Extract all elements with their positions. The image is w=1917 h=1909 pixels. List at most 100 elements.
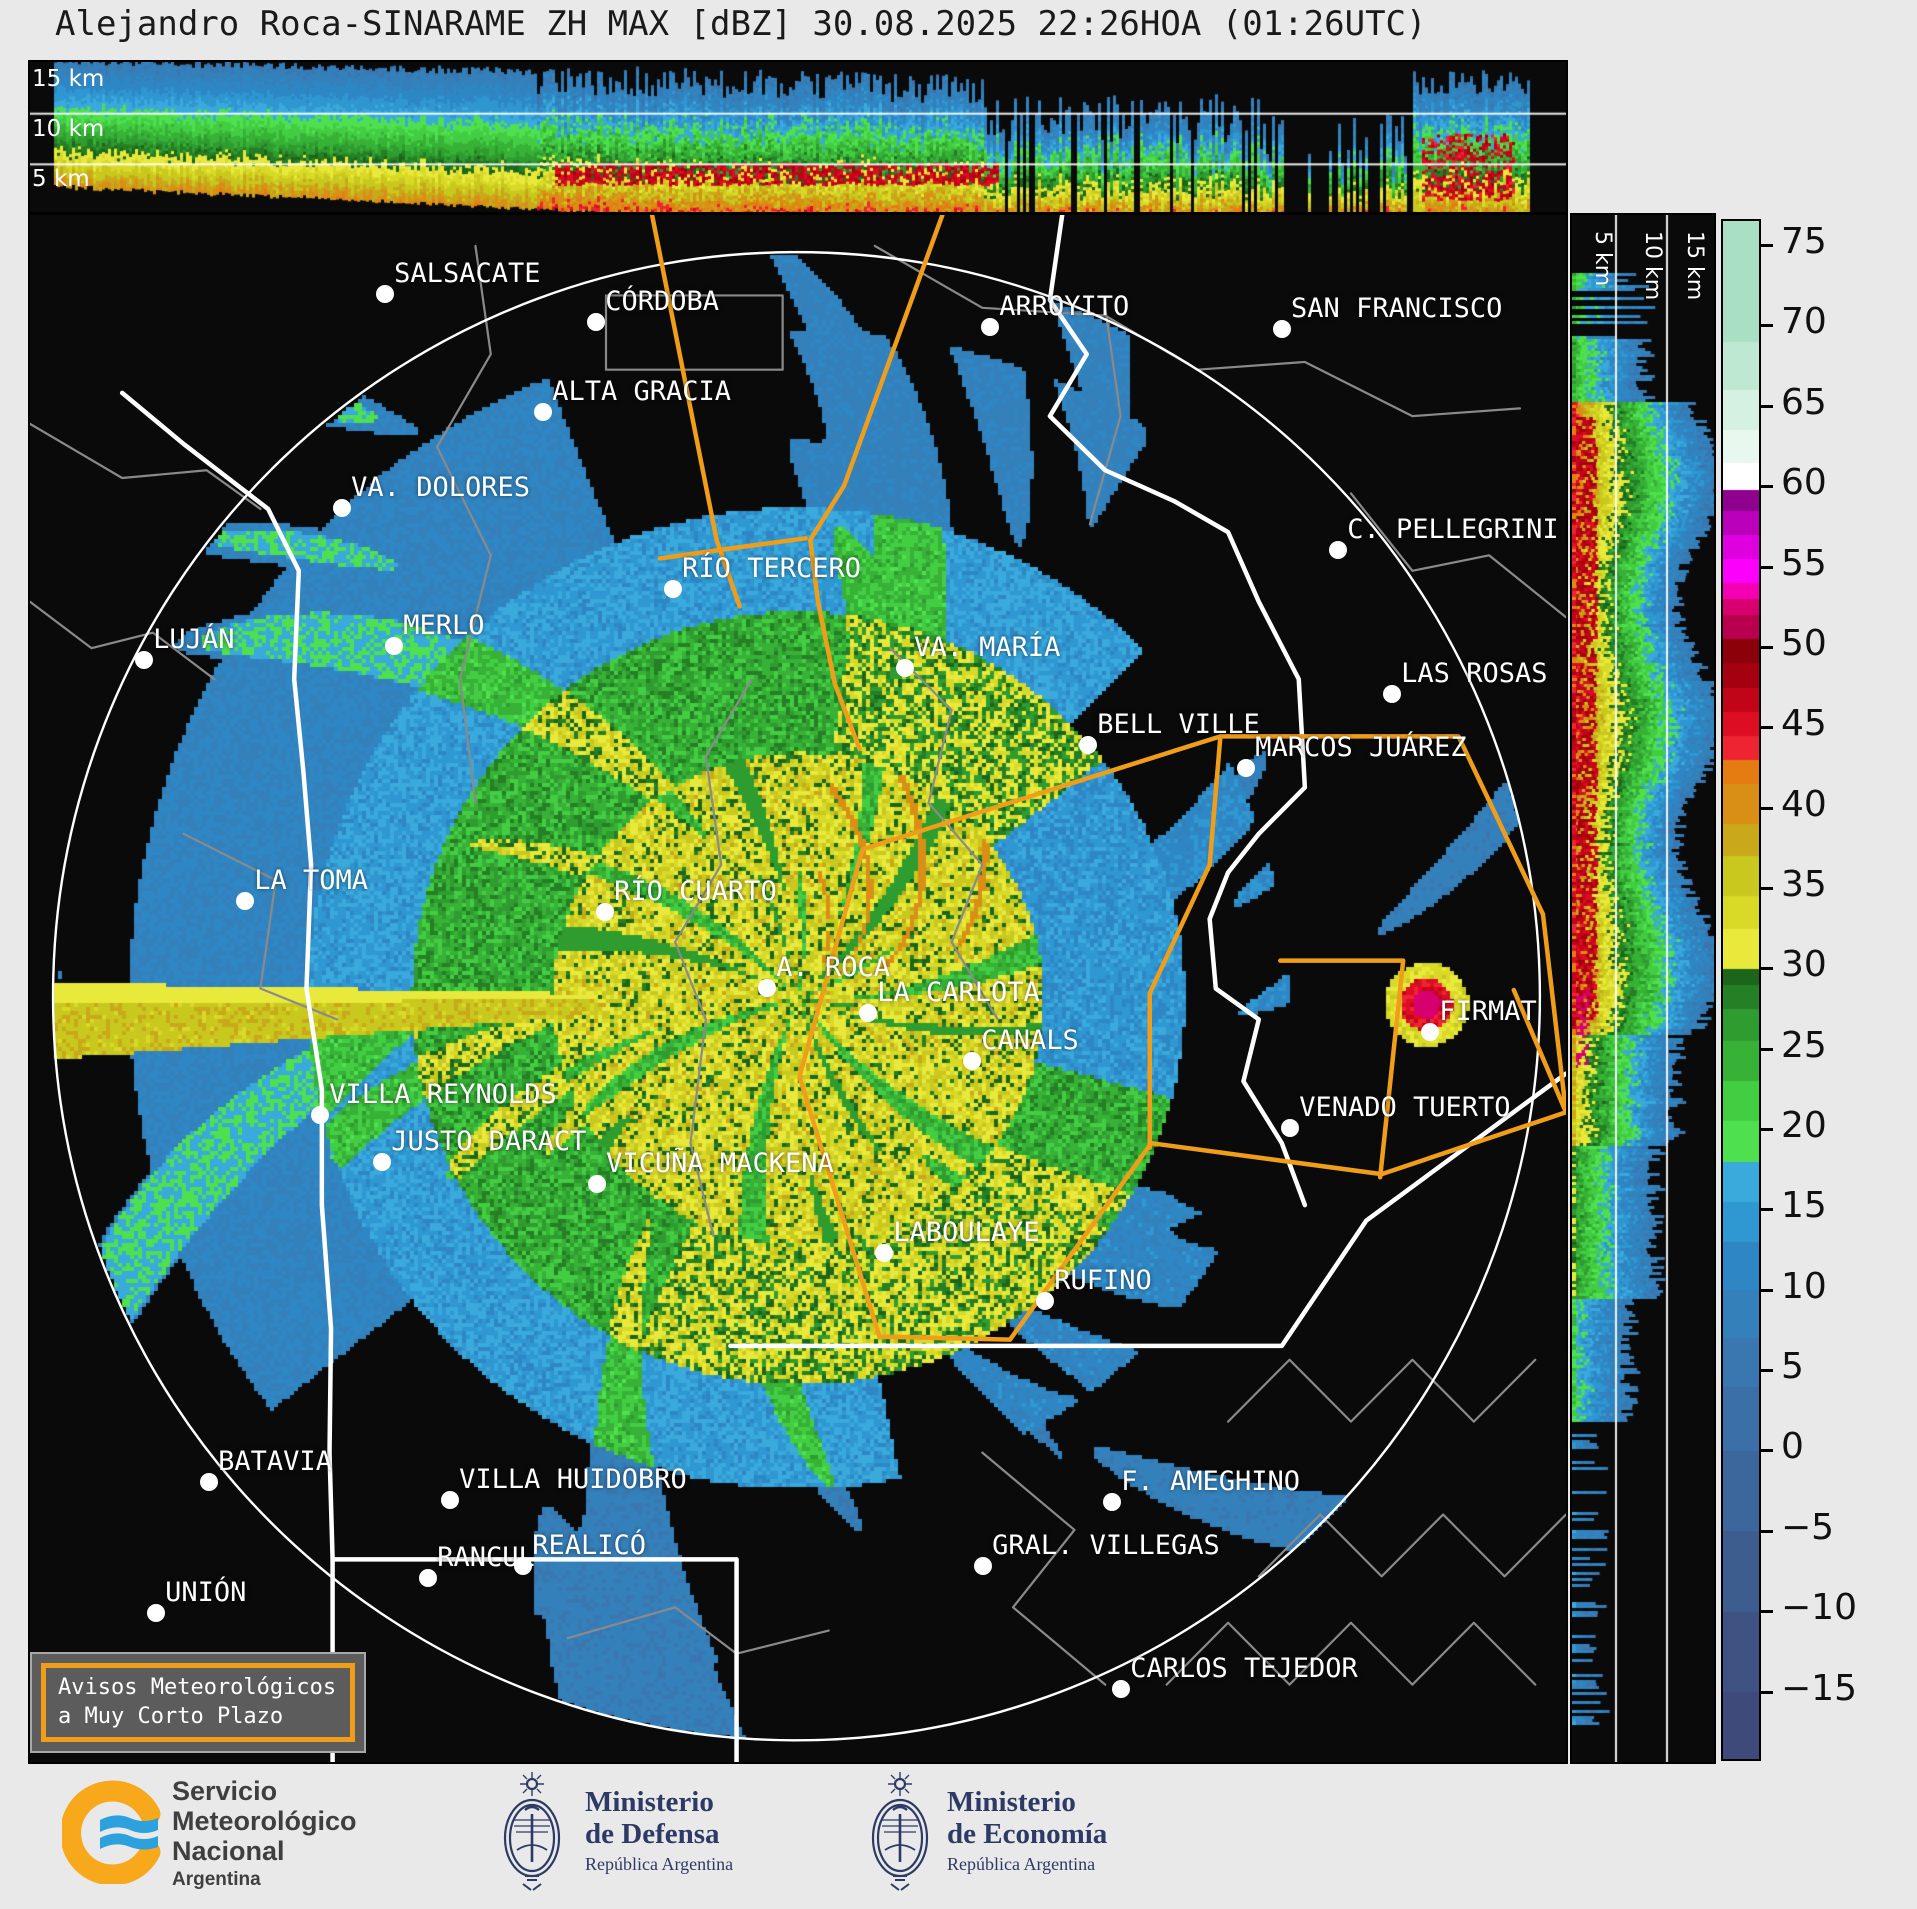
county-boundary-line — [30, 602, 214, 679]
city-dot — [310, 1106, 329, 1125]
city-label: JUSTO DARACT — [391, 1125, 587, 1157]
city-label: MARCOS JUÁREZ — [1255, 731, 1467, 763]
defensa-emblem — [497, 1770, 567, 1902]
colorbar-tick-mark — [1761, 244, 1773, 248]
city-label: UNIÓN — [165, 1576, 247, 1608]
height-label-5km: 5 km — [32, 166, 90, 192]
county-boundary-line — [1167, 1623, 1536, 1685]
city-dot — [1237, 759, 1256, 778]
city-label: RUFINO — [1054, 1264, 1152, 1296]
county-boundary-line — [1228, 1360, 1535, 1422]
warning-polygon-line — [810, 215, 942, 749]
city-dot — [875, 1244, 894, 1263]
economia-emblem — [865, 1770, 935, 1902]
colorbar-tick-label: 0 — [1781, 1426, 1804, 1468]
city-label: LABOULAYE — [893, 1216, 1040, 1248]
city-label: SALSACATE — [394, 257, 541, 289]
city-label: SAN FRANCISCO — [1291, 292, 1503, 324]
colorbar-tick-mark — [1761, 324, 1773, 328]
county-boundary-line — [982, 1453, 1105, 1685]
warning-polygon-line — [652, 215, 740, 606]
county-boundary-line — [875, 246, 1520, 416]
city-dot — [587, 1175, 606, 1194]
city-dot — [1421, 1022, 1440, 1041]
city-dot — [1329, 541, 1348, 560]
colorbar-tick-mark — [1761, 1690, 1773, 1694]
colorbar-tick-mark — [1761, 1369, 1773, 1373]
city-label: LA CARLOTA — [877, 976, 1040, 1008]
city-label: CÓRDOBA — [605, 285, 720, 317]
cross-section-top-canvas — [30, 62, 1566, 212]
colorbar-tick-mark — [1761, 404, 1773, 408]
city-dot — [1112, 1679, 1131, 1698]
province-boundary-line — [1050, 215, 1305, 1205]
economia-title-1: Ministerio — [947, 1786, 1076, 1818]
city-label: VA. MARÍA — [914, 631, 1061, 663]
city-dot — [595, 902, 614, 921]
colorbar-tick-label: 70 — [1781, 301, 1827, 343]
city-dot — [332, 499, 351, 517]
city-dot — [981, 318, 999, 336]
warning-polygon-line — [1514, 990, 1566, 1112]
range-circle — [53, 252, 1540, 1740]
colorbar-tick-label: 35 — [1781, 863, 1827, 905]
smn-logo-icon — [60, 1780, 161, 1886]
city-label: GRAL. VILLEGAS — [992, 1529, 1220, 1561]
city-dot — [1035, 1291, 1054, 1310]
city-dot — [236, 891, 255, 910]
height-label-15km: 15 km — [32, 66, 105, 92]
city-label: A. ROCA — [776, 951, 890, 983]
city-label: C. PELLEGRINI — [1347, 513, 1559, 545]
city-dot — [1272, 320, 1291, 338]
city-label: LUJÁN — [153, 623, 235, 655]
coat-of-arms-icon — [871, 1772, 929, 1891]
colorbar-tick-mark — [1761, 565, 1773, 569]
defensa-subtitle: República Argentina — [585, 1853, 734, 1874]
county-boundary-line — [568, 1607, 829, 1653]
warning-box: Avisos Meteorológicos a Muy Corto Plazo — [30, 1652, 366, 1754]
province-boundary-line — [122, 393, 332, 1762]
city-dot — [199, 1472, 218, 1491]
city-label: BATAVIA — [218, 1445, 332, 1477]
city-dot — [146, 1604, 165, 1623]
county-boundary-line — [437, 246, 491, 803]
city-label: F. AMEGHINO — [1121, 1465, 1300, 1497]
economia-subtitle: República Argentina — [947, 1853, 1096, 1874]
city-label: VA. DOLORES — [351, 471, 530, 503]
city-dot — [514, 1556, 533, 1575]
footer: Servicio Meteorológico Nacional Argentin… — [0, 1762, 1917, 1909]
city-label: ARROYITO — [999, 290, 1130, 322]
colorbar-tick-mark — [1761, 1047, 1773, 1051]
city-dot — [534, 402, 553, 421]
city-dot — [1078, 736, 1097, 754]
economia-wordmark: Ministerio de Economía República Argenti… — [947, 1786, 1107, 1874]
colorbar-tick-label: 15 — [1781, 1185, 1827, 1227]
city-dot — [134, 651, 153, 670]
county-boundary-line — [890, 648, 998, 1019]
city-label: REALICÓ — [532, 1529, 647, 1561]
county-boundary-line — [1259, 1514, 1566, 1576]
cross-section-top-panel: 15 km 10 km 5 km — [28, 60, 1568, 214]
economia-title-2: de Economía — [947, 1818, 1108, 1851]
colorbar-tick-mark — [1761, 1610, 1773, 1614]
colorbar-canvas — [1721, 219, 1761, 1761]
county-boundary-line — [606, 295, 783, 369]
smn-wordmark: Servicio Meteorológico Nacional Argentin… — [172, 1776, 357, 1890]
warning-polygon-line — [1150, 736, 1221, 1148]
county-boundary-line — [675, 679, 752, 1236]
colorbar-tick-mark — [1761, 1529, 1773, 1533]
colorbar-tick-mark — [1761, 967, 1773, 971]
city-dot — [757, 979, 776, 998]
warning-line-1: Avisos Meteorológicos — [58, 1675, 337, 1700]
city-dot — [587, 313, 606, 332]
city-label: LAS ROSAS — [1401, 657, 1548, 689]
colorbar-tick-mark — [1761, 886, 1773, 890]
colorbar-tick-label: 50 — [1781, 622, 1827, 664]
cross-section-right-panel: 5 km 10 km 15 km — [1570, 213, 1716, 1764]
city-dot — [1102, 1493, 1121, 1512]
radar-field-canvas — [30, 215, 1566, 1762]
city-label: CANALS — [981, 1024, 1079, 1056]
city-dot — [418, 1569, 437, 1588]
city-label: FIRMAT — [1439, 995, 1537, 1027]
